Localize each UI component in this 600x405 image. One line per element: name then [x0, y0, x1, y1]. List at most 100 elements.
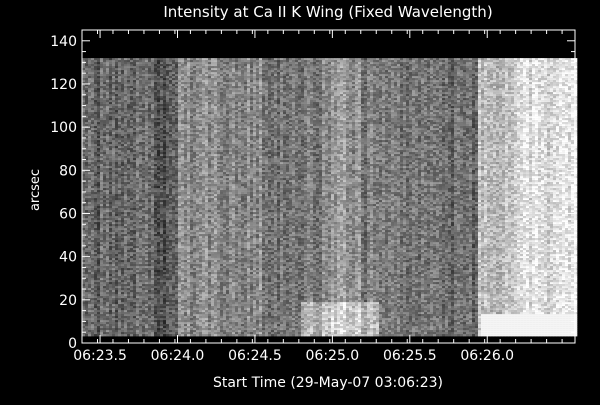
heatmap-cell: [154, 274, 158, 277]
heatmap-cell: [160, 248, 164, 251]
heatmap-cell: [136, 138, 140, 141]
heatmap-cell: [181, 172, 185, 175]
heatmap-cell: [181, 142, 185, 145]
heatmap-cell: [100, 168, 104, 171]
heatmap-cell: [142, 208, 146, 211]
heatmap-cell: [91, 236, 95, 239]
heatmap-cell: [184, 98, 188, 101]
heatmap-cell: [91, 228, 95, 231]
heatmap-cell: [97, 78, 101, 81]
heatmap-cell: [169, 114, 173, 117]
heatmap-cell: [85, 72, 89, 75]
heatmap-cell: [151, 270, 155, 273]
heatmap-cell: [154, 144, 158, 147]
heatmap-cell: [100, 100, 104, 103]
heatmap-cell: [163, 232, 167, 235]
heatmap-cell: [106, 226, 110, 229]
heatmap-cell: [121, 332, 125, 335]
heatmap-cell: [148, 260, 152, 263]
heatmap-cell: [166, 214, 170, 217]
heatmap-cell: [142, 286, 146, 289]
heatmap-cell: [82, 268, 86, 271]
heatmap-cell: [91, 134, 95, 137]
heatmap-cell: [121, 314, 125, 317]
heatmap-cell: [121, 206, 125, 209]
heatmap-cell: [91, 220, 95, 223]
heatmap-cell: [181, 104, 185, 107]
heatmap-cell: [178, 112, 182, 115]
heatmap-cell: [109, 174, 113, 177]
heatmap-cell: [184, 138, 188, 141]
heatmap-cell: [130, 314, 134, 317]
heatmap-cell: [169, 260, 173, 263]
heatmap-cell: [166, 74, 170, 77]
heatmap-cell: [133, 72, 137, 75]
heatmap-cell: [187, 118, 191, 121]
heatmap-cell: [112, 312, 116, 315]
heatmap-cell: [97, 84, 101, 87]
heatmap-cell: [109, 176, 113, 179]
heatmap-cell: [97, 212, 101, 215]
heatmap-cell: [85, 62, 89, 65]
heatmap-cell: [127, 88, 131, 91]
heatmap-cell: [175, 116, 179, 119]
heatmap-cell: [142, 312, 146, 315]
heatmap-cell: [94, 294, 98, 297]
heatmap-cell: [91, 222, 95, 225]
heatmap-cell: [91, 202, 95, 205]
heatmap-cell: [151, 62, 155, 65]
heatmap-cell: [124, 136, 128, 139]
heatmap-cell: [133, 194, 137, 197]
heatmap-cell: [100, 328, 104, 331]
heatmap-cell: [82, 124, 86, 127]
heatmap-cell: [112, 156, 116, 159]
heatmap-cell: [160, 256, 164, 259]
heatmap-cell: [181, 220, 185, 223]
heatmap-cell: [157, 86, 161, 89]
heatmap-cell: [112, 112, 116, 115]
heatmap-cell: [103, 292, 107, 295]
heatmap-cell: [106, 184, 110, 187]
heatmap-cell: [100, 172, 104, 175]
heatmap-cell: [172, 292, 176, 295]
heatmap-cell: [100, 216, 104, 219]
heatmap-cell: [184, 178, 188, 181]
heatmap-cell: [175, 254, 179, 257]
heatmap-cell: [112, 278, 116, 281]
heatmap-cell: [124, 112, 128, 115]
heatmap-cell: [121, 122, 125, 125]
heatmap-cell: [142, 134, 146, 137]
heatmap-cell: [172, 228, 176, 231]
heatmap-cell: [100, 282, 104, 285]
heatmap-cell: [109, 158, 113, 161]
heatmap-cell: [166, 204, 170, 207]
heatmap-cell: [100, 96, 104, 99]
heatmap-cell: [184, 122, 188, 125]
heatmap-cell: [91, 88, 95, 91]
heatmap-cell: [97, 100, 101, 103]
heatmap-cell: [124, 76, 128, 79]
heatmap-cell: [163, 104, 167, 107]
heatmap-cell: [184, 332, 188, 335]
heatmap-cell: [166, 230, 170, 233]
heatmap-cell: [85, 166, 89, 169]
heatmap-cell: [88, 288, 92, 291]
heatmap-cell: [127, 158, 131, 161]
heatmap-cell: [124, 300, 128, 303]
heatmap-cell: [106, 274, 110, 277]
heatmap-cell: [115, 216, 119, 219]
heatmap-cell: [163, 236, 167, 239]
heatmap-cell: [151, 200, 155, 203]
heatmap-cell: [127, 326, 131, 329]
heatmap-cell: [103, 80, 107, 83]
heatmap-cell: [166, 76, 170, 79]
heatmap-cell: [157, 176, 161, 179]
heatmap-cell: [100, 62, 104, 65]
heatmap-cell: [160, 272, 164, 275]
heatmap-cell: [175, 290, 179, 293]
heatmap-cell: [118, 106, 122, 109]
heatmap-cell: [100, 70, 104, 73]
heatmap-cell: [118, 66, 122, 69]
heatmap-cell: [82, 98, 86, 101]
heatmap-cell: [94, 82, 98, 85]
